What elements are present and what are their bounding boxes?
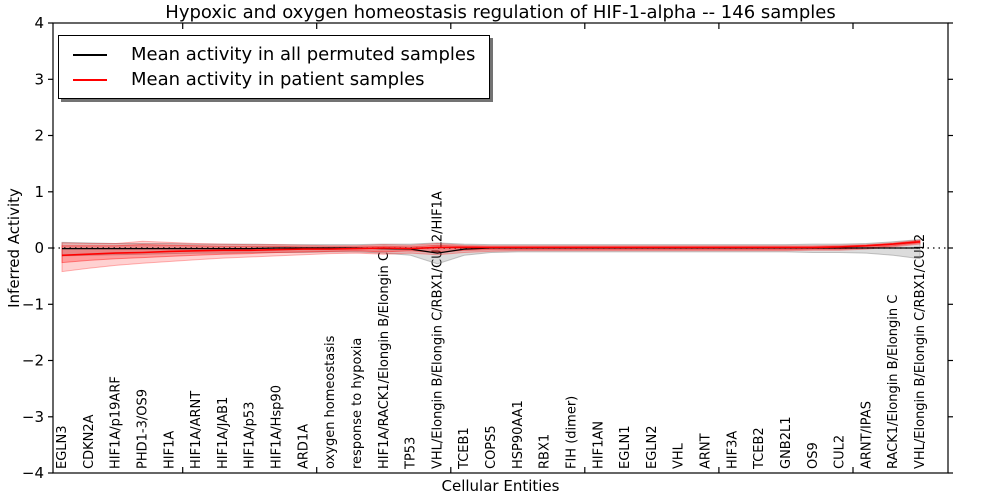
x-tick-label: CUL2 <box>833 435 848 469</box>
x-tick-label: GNB2L1 <box>779 416 794 469</box>
permuted-samples-std-band-area <box>61 239 921 265</box>
y-tick-label: 3 <box>34 70 44 88</box>
x-tick-label: response to hypoxia <box>350 338 365 469</box>
legend-item-patient: Mean activity in patient samples <box>73 67 475 92</box>
chart-title: Hypoxic and oxygen homeostasis regulatio… <box>165 2 836 23</box>
x-tick-label: HSP90AA1 <box>511 400 526 469</box>
y-tick-label: −1 <box>22 295 44 313</box>
legend-item-permuted: Mean activity in all permuted samples <box>73 42 475 67</box>
x-tick-label: EGLN1 <box>618 425 633 469</box>
x-tick-label: HIF1A/p53 <box>243 402 258 469</box>
x-tick-label: VHL/Elongin B/Elongin C/RBX1/CUL2 <box>913 234 928 469</box>
x-tick-label: TCEB1 <box>457 427 472 470</box>
x-tick-label: TCEB2 <box>752 427 767 470</box>
patient-line-swatch <box>73 78 107 81</box>
y-tick-label: 0 <box>34 239 44 257</box>
x-tick-label: HIF1A <box>162 431 177 469</box>
x-tick-label: ARNT/IPAS <box>859 401 874 469</box>
patient-mean-line <box>61 241 921 257</box>
x-tick-label: HIF1AN <box>591 421 606 469</box>
x-tick-label: RBX1 <box>538 434 553 469</box>
y-tick-label: −2 <box>22 352 44 370</box>
x-tick-label: HIF1A/RACK1/Elongin B/Elongin C <box>377 252 392 469</box>
x-tick-label: PHD1-3/OS9 <box>135 389 150 469</box>
x-tick-label: HIF1A/Hsp90 <box>270 385 285 469</box>
y-tick-label: 2 <box>34 127 44 145</box>
patient-samples-inner-band-area <box>61 240 921 264</box>
x-tick-label: COPS5 <box>484 425 499 469</box>
x-tick-label: VHL/Elongin B/Elongin C/RBX1/CUL2/HIF1A <box>430 191 445 469</box>
y-axis-title: Inferred Activity <box>5 188 23 308</box>
x-axis-title: Cellular Entities <box>441 477 560 495</box>
x-tick-label: CDKN2A <box>82 414 97 469</box>
x-tick-label: oxygen homeostasis <box>323 335 338 469</box>
x-tick-label: ARNT <box>699 433 714 469</box>
legend-label-patient: Mean activity in patient samples <box>131 69 425 90</box>
x-tick-label: TP53 <box>404 437 419 470</box>
y-tick-label: −4 <box>22 464 44 482</box>
x-tick-label: RACK1/Elongin B/Elongin C <box>886 295 901 469</box>
y-tick-label: 4 <box>34 14 44 32</box>
x-tick-label: HIF1A/p19ARF <box>109 376 124 469</box>
x-tick-label: VHL <box>672 442 687 469</box>
x-tick-label: HIF1A/JAB1 <box>216 397 231 469</box>
x-tick-label: HIF3A <box>725 431 740 469</box>
legend-label-permuted: Mean activity in all permuted samples <box>131 44 476 65</box>
x-tick-label: OS9 <box>806 442 821 469</box>
x-tick-label: FIH (dimer) <box>564 396 579 469</box>
permuted-line-swatch <box>73 53 107 56</box>
legend: Mean activity in all permuted samples Me… <box>58 35 491 99</box>
x-tick-label: ARD1A <box>296 424 311 469</box>
x-tick-label: HIF1A/ARNT <box>189 391 204 469</box>
y-tick-label: −3 <box>22 408 44 426</box>
x-tick-label: EGLN2 <box>645 425 660 469</box>
x-tick-label: EGLN3 <box>55 425 70 469</box>
y-tick-label: 1 <box>34 183 44 201</box>
